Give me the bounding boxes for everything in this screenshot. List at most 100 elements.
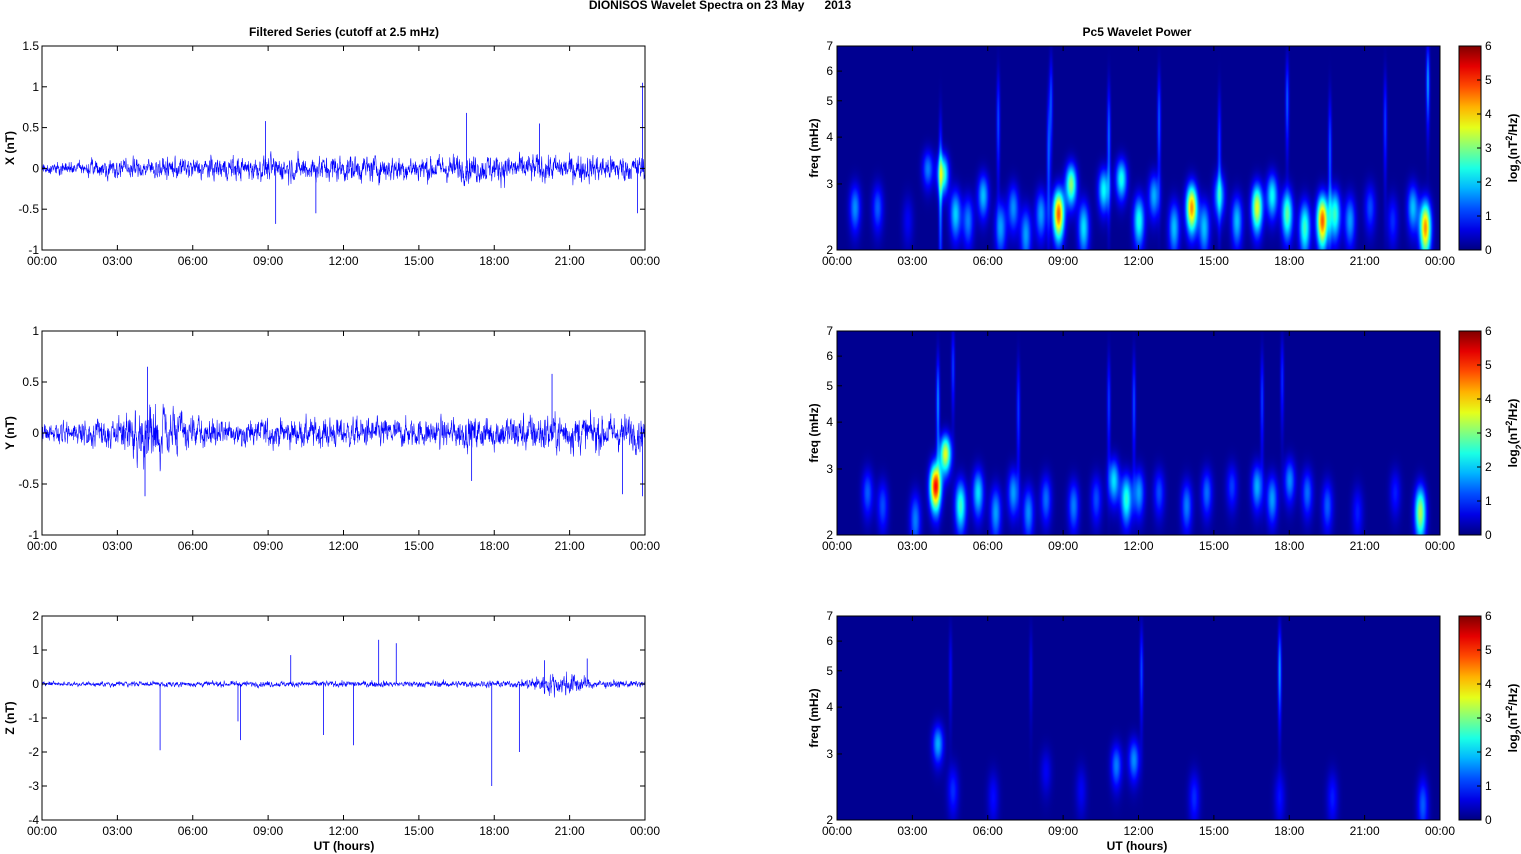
z-wavelet-colorbar-label: log2(nT2/Hz) xyxy=(1504,684,1521,753)
y-wavelet-colorbar-tick-label: 4 xyxy=(1485,392,1492,406)
z-wavelet-colorbar-tick-label: 5 xyxy=(1485,643,1492,657)
z-series-ytick-label: -2 xyxy=(28,745,39,759)
z-wavelet-colorbar-tick-label: 4 xyxy=(1485,677,1492,691)
z-wavelet-xtick-label: 06:00 xyxy=(973,824,1003,838)
figure-title: DIONISOS Wavelet Spectra on 23 May 2013 xyxy=(589,0,852,12)
z-wavelet-xtick-label: 18:00 xyxy=(1274,824,1304,838)
y-wavelet-colorbar-tick-label: 0 xyxy=(1485,528,1492,542)
y-wavelet-xtick-label: 03:00 xyxy=(897,539,927,553)
z-wavelet-xtick-label: 15:00 xyxy=(1199,824,1229,838)
y-series-ytick-label: 0 xyxy=(32,426,39,440)
z-wavelet-colorbar-tick-label: 0 xyxy=(1485,813,1492,827)
x-wavelet-xtick-label: 03:00 xyxy=(897,254,927,268)
z-wavelet-colorbar-tick-label: 1 xyxy=(1485,779,1492,793)
z-series-xtick-label: 00:00 xyxy=(630,824,660,838)
z-wavelet-colorbar-tick-label: 6 xyxy=(1485,609,1492,623)
x-wavelet-colorbar-tick-label: 1 xyxy=(1485,209,1492,223)
z-series-ylabel: Z (nT) xyxy=(3,701,17,734)
x-wavelet-ytick-label: 3 xyxy=(826,177,833,191)
x-wavelet-xtick-label: 21:00 xyxy=(1350,254,1380,268)
y-wavelet-xtick-label: 15:00 xyxy=(1199,539,1229,553)
z-series-xtick-label: 18:00 xyxy=(479,824,509,838)
y-series-xtick-label: 00:00 xyxy=(27,539,57,553)
x-series-ytick-label: -1 xyxy=(28,243,39,257)
y-series-xtick-label: 09:00 xyxy=(253,539,283,553)
x-series-ytick-label: 1.5 xyxy=(22,39,39,53)
z-series-plot-area xyxy=(42,616,645,820)
y-wavelet-xtick-label: 00:00 xyxy=(822,539,852,553)
z-wavelet-ytick-label: 2 xyxy=(826,813,833,827)
z-series-xtick-label: 06:00 xyxy=(178,824,208,838)
y-series-ylabel: Y (nT) xyxy=(3,416,17,450)
y-series-ytick-label: -0.5 xyxy=(18,477,39,491)
x-series-xtick-label: 18:00 xyxy=(479,254,509,268)
x-wavelet-colorbar-tick-label: 2 xyxy=(1485,175,1492,189)
y-series-xtick-label: 06:00 xyxy=(178,539,208,553)
y-wavelet-ytick-label: 4 xyxy=(826,415,833,429)
y-wavelet-colorbar-tick-label: 2 xyxy=(1485,460,1492,474)
x-series-ylabel: X (nT) xyxy=(3,131,17,165)
left-xlabel: UT (hours) xyxy=(314,839,375,853)
y-wavelet-ytick-label: 5 xyxy=(826,379,833,393)
y-series-xtick-label: 03:00 xyxy=(102,539,132,553)
z-wavelet-panel: 7 6 5 4 3 2 freq (mHz) 00:00 03:00 06:00 09:00 12:0… xyxy=(807,609,1521,838)
x-wavelet-xtick-label: 09:00 xyxy=(1048,254,1078,268)
y-wavelet-colorbar-tick-label: 5 xyxy=(1485,358,1492,372)
x-series-xtick-label: 12:00 xyxy=(328,254,358,268)
x-wavelet-image xyxy=(837,46,1440,250)
z-wavelet-ytick-label: 4 xyxy=(826,700,833,714)
z-series-xtick-label: 21:00 xyxy=(555,824,585,838)
x-wavelet-ytick-label: 7 xyxy=(826,39,833,53)
z-wavelet-xtick-label: 03:00 xyxy=(897,824,927,838)
y-series-xtick-label: 21:00 xyxy=(555,539,585,553)
x-wavelet-panel: 7 6 5 4 3 2 freq (mHz) 00:00 03:00 06:00 09:00 12:0… xyxy=(807,39,1521,268)
z-wavelet-image xyxy=(837,616,1440,820)
x-series-panel: 1.5 1 0.5 0 -0.5 -1 X (nT) 00:00 03:00 06:00 09:00… xyxy=(3,39,660,268)
x-series-xtick-label: 09:00 xyxy=(253,254,283,268)
x-wavelet-colorbar-tick-label: 4 xyxy=(1485,107,1492,121)
left-column-title: Filtered Series (cutoff at 2.5 mHz) xyxy=(249,25,439,39)
y-wavelet-colorbar-label: log2(nT2/Hz) xyxy=(1504,399,1521,468)
y-series-xtick-label: 15:00 xyxy=(404,539,434,553)
z-series-line xyxy=(41,671,646,698)
y-wavelet-xtick-label: 12:00 xyxy=(1123,539,1153,553)
x-wavelet-colorbar-tick-label: 5 xyxy=(1485,73,1492,87)
y-wavelet-ytick-label: 7 xyxy=(826,324,833,338)
y-wavelet-ytick-label: 3 xyxy=(826,462,833,476)
x-wavelet-xtick-label: 00:00 xyxy=(1425,254,1455,268)
right-xlabel: UT (hours) xyxy=(1107,839,1168,853)
y-series-panel: 1 0.5 0 -0.5 -1 Y (nT) 00:00 03:00 06:00 09:00 12:… xyxy=(3,324,660,553)
x-wavelet-colorbar-tick-label: 6 xyxy=(1485,39,1492,53)
y-series-ytick-label: -1 xyxy=(28,528,39,542)
x-wavelet-ytick-label: 6 xyxy=(826,64,833,78)
z-wavelet-colorbar-tick-label: 3 xyxy=(1485,711,1492,725)
x-series-ytick-label: 0 xyxy=(32,161,39,175)
z-series-ytick-label: 2 xyxy=(32,609,39,623)
y-wavelet-xtick-label: 09:00 xyxy=(1048,539,1078,553)
y-series-ytick-label: 1 xyxy=(32,324,39,338)
x-series-xtick-label: 00:00 xyxy=(630,254,660,268)
z-series-panel: 2 1 0 -1 -2 -3 -4 Z (nT) 00:00 03:00 06:00 09:00 12:… xyxy=(3,609,660,838)
x-series-ytick-label: -0.5 xyxy=(18,202,39,216)
z-wavelet-colorbar-tick-label: 2 xyxy=(1485,745,1492,759)
x-series-line xyxy=(41,150,646,189)
z-series-xtick-label: 12:00 xyxy=(328,824,358,838)
x-series-ytick-label: 0.5 xyxy=(22,121,39,135)
x-wavelet-colorbar-tick-label: 3 xyxy=(1485,141,1492,155)
y-wavelet-xtick-label: 21:00 xyxy=(1350,539,1380,553)
y-series-line xyxy=(41,403,646,472)
z-series-ytick-label: -4 xyxy=(28,813,39,827)
y-series-xtick-label: 18:00 xyxy=(479,539,509,553)
y-wavelet-image xyxy=(837,331,1440,535)
x-series-xtick-label: 21:00 xyxy=(555,254,585,268)
x-series-xtick-label: 06:00 xyxy=(178,254,208,268)
x-series-xtick-label: 15:00 xyxy=(404,254,434,268)
x-wavelet-ytick-label: 4 xyxy=(826,130,833,144)
x-series-xtick-label: 03:00 xyxy=(102,254,132,268)
y-wavelet-ytick-label: 2 xyxy=(826,528,833,542)
z-series-xtick-label: 03:00 xyxy=(102,824,132,838)
y-series-xtick-label: 00:00 xyxy=(630,539,660,553)
x-wavelet-xtick-label: 06:00 xyxy=(973,254,1003,268)
y-series-ytick-label: 0.5 xyxy=(22,375,39,389)
